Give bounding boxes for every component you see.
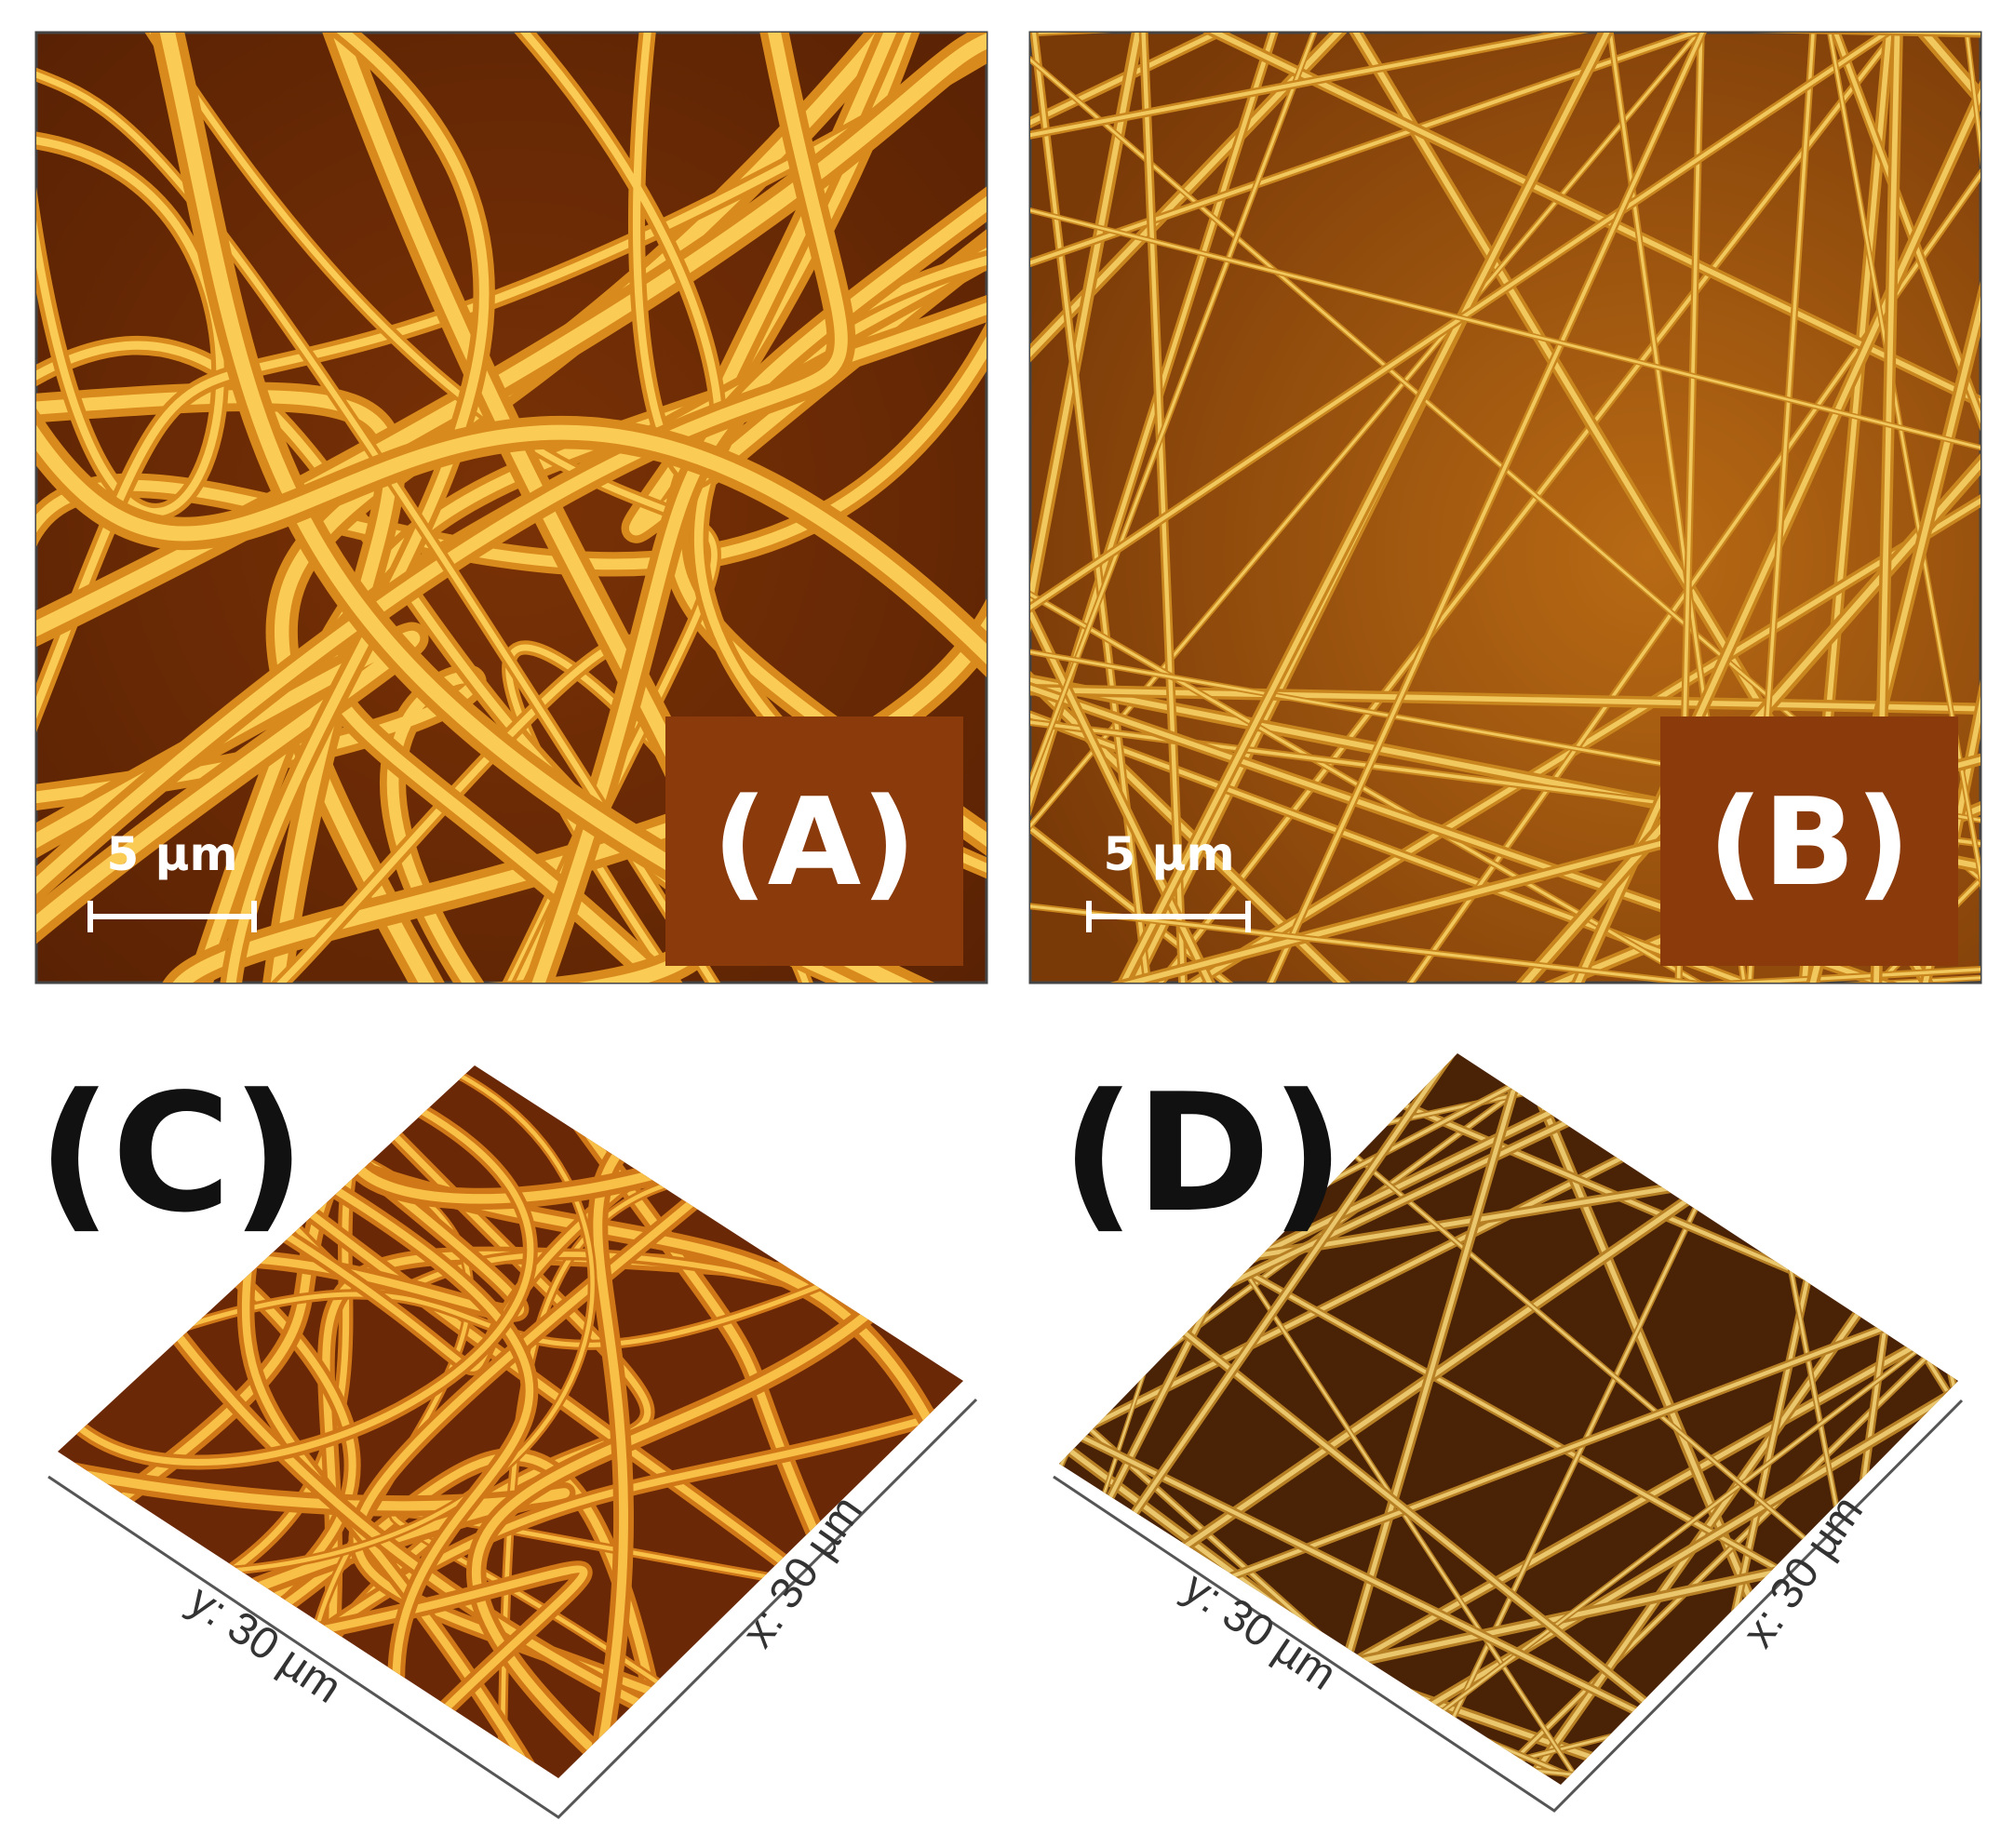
fiber xyxy=(353,1065,901,1778)
fiber xyxy=(1120,33,1610,983)
label-box xyxy=(665,716,963,966)
panel-label: (B) xyxy=(1708,771,1911,913)
fiber xyxy=(1158,33,1898,983)
fiber xyxy=(1030,592,1701,983)
fiber xyxy=(1920,33,1980,103)
fiber xyxy=(159,33,914,983)
scale-bar-label: 5 µm xyxy=(106,827,237,881)
fiber xyxy=(1030,208,1980,449)
fiber xyxy=(391,1510,963,1778)
fiber xyxy=(58,1065,595,1576)
fiber xyxy=(1030,676,1347,983)
fiber xyxy=(1752,33,1980,38)
fiber xyxy=(1696,1715,1958,1785)
fiber xyxy=(1030,33,1316,786)
fiber xyxy=(1030,33,1577,138)
fiber xyxy=(1030,608,1213,983)
fiber xyxy=(1852,1730,1958,1785)
fiber xyxy=(1468,1306,1958,1785)
fiber xyxy=(1059,1720,1864,1785)
fiber xyxy=(36,424,987,665)
fiber xyxy=(72,1065,534,1778)
scale-bar xyxy=(1086,901,1251,932)
fiber xyxy=(36,136,224,516)
fiber xyxy=(1828,33,1980,882)
fiber xyxy=(1408,171,1980,983)
fiber xyxy=(1695,1714,1958,1785)
fiber xyxy=(1030,904,1701,983)
fiber xyxy=(1794,1053,1958,1286)
fiber xyxy=(1724,968,1980,983)
axis-frame xyxy=(47,1398,1964,1819)
fiber xyxy=(1031,33,1149,983)
fiber xyxy=(36,33,848,894)
fiber xyxy=(58,1065,534,1466)
fiber xyxy=(1030,33,1700,265)
fiber xyxy=(1030,33,1700,828)
fiber xyxy=(1862,33,1980,35)
fiber xyxy=(1030,33,1112,37)
fiber xyxy=(1965,33,1980,154)
fiber xyxy=(1059,1718,1866,1785)
fiber xyxy=(1793,1053,1958,1288)
fiber xyxy=(1947,1676,1958,1785)
fiber xyxy=(58,1461,571,1681)
fiber xyxy=(1949,1678,1958,1785)
fiber xyxy=(1850,1729,1958,1785)
scale-bar-label: 5 µm xyxy=(1103,827,1234,881)
surface-c xyxy=(58,1065,963,1778)
panel-label: (A) xyxy=(712,771,916,913)
fiber xyxy=(1269,33,1705,983)
label-box xyxy=(1660,716,1958,966)
fibers-a xyxy=(36,33,987,983)
fiber xyxy=(1030,687,1980,712)
fiber xyxy=(226,33,490,983)
fiber xyxy=(58,1210,963,1384)
fiber xyxy=(1030,33,1071,35)
fiber xyxy=(1141,33,1186,983)
scale-bar xyxy=(87,901,257,932)
panel-label: (D) xyxy=(1061,1060,1345,1249)
panel-label: (C) xyxy=(37,1060,305,1249)
